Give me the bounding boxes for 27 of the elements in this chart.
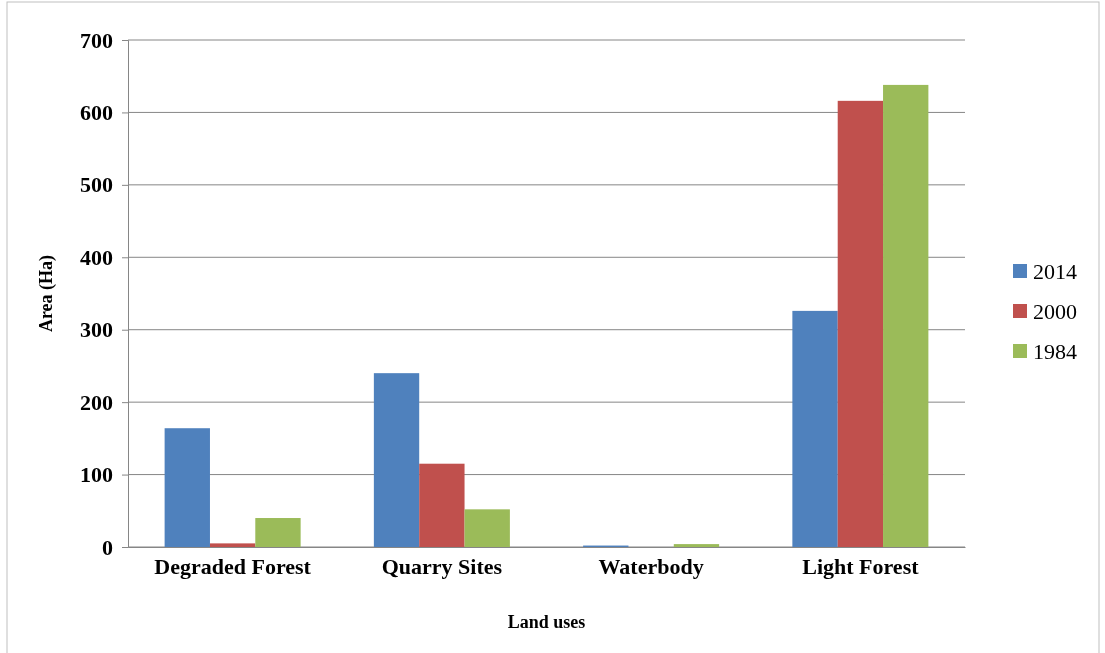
legend-label: 2000 <box>1033 299 1077 324</box>
y-tick-label: 0 <box>102 534 113 560</box>
bar <box>464 509 510 547</box>
x-tick-label: Light Forest <box>802 554 920 580</box>
y-tick-label: 300 <box>80 317 113 343</box>
y-tick-label: 600 <box>80 99 113 125</box>
y-tick-label: 100 <box>80 462 113 488</box>
y-tick-label: 200 <box>80 389 113 415</box>
x-tick-label: Waterbody <box>598 554 704 580</box>
x-axis-title: Land uses <box>507 612 586 632</box>
x-tick-label: Degraded Forest <box>154 554 312 580</box>
y-tick-label: 700 <box>80 27 113 53</box>
bar <box>255 518 301 547</box>
bar <box>373 373 420 547</box>
y-tick-label: 400 <box>80 244 113 270</box>
bar <box>837 100 884 547</box>
bar <box>209 543 256 547</box>
y-axis-title: Area (Ha) <box>36 254 57 333</box>
bar <box>164 428 210 547</box>
bar <box>792 310 838 547</box>
legend-label: 2014 <box>1033 259 1077 284</box>
bar <box>883 84 929 547</box>
bar <box>419 463 465 547</box>
x-tick-label: Quarry Sites <box>381 554 503 580</box>
bar <box>673 544 720 547</box>
y-tick-label: 500 <box>80 172 113 198</box>
legend-label: 1984 <box>1033 339 1077 364</box>
